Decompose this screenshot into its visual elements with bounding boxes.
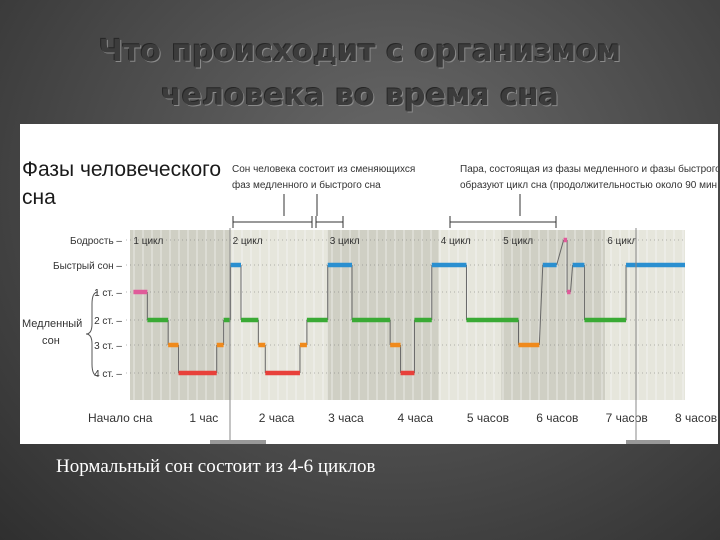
time-label: 1 час [189,411,218,425]
phase-connector [570,264,574,293]
slow-sleep-label-line1: Медленный [22,318,82,330]
background-bands [130,230,685,400]
level-label-wake: Бодрость – [70,236,122,247]
time-label: 3 часа [328,411,364,425]
time-label: 8 часов [675,411,717,425]
cycle-band [605,230,685,400]
cycle-label: 3 цикл [330,236,360,247]
slow-sleep-label-line2: сон [42,335,60,347]
time-label: 7 часов [606,411,648,425]
cycle-label: 2 цикл [233,236,263,247]
slide-title-line2: человека во время сна [161,78,559,113]
level-label-rem: Быстрый сон – [53,261,122,272]
phase-connectors [146,239,627,373]
time-label: 5 часов [467,411,509,425]
sleep-phases-svg: Бодрость – Быстрый сон – 1 ст. – 2 ст. – 3 с… [22,158,718,444]
slow-sleep-brace [85,291,99,377]
cycle-label: 5 цикл [503,236,533,247]
annotation-right-line2: образуют цикл сна (продолжительностью ок… [460,179,718,191]
bracket-phases [232,194,344,228]
annotation-left-line2: фаз медленного и быстрого сна [232,179,381,191]
level-label-s1: 1 ст. – [94,288,122,299]
time-label: Начало сна [88,411,153,425]
cycle-label: 6 цикл [607,236,637,247]
annotation-right-line1: Пара, состоящая из фазы медленного и фаз… [460,163,718,175]
cycle-label: 4 цикл [441,236,471,247]
phase-segments [133,237,685,376]
slide-title: Что происходит с организмом человека во … [40,30,680,118]
annotation-left-line1: Сон человека состоит из сменяющихся [232,164,415,175]
bottom-marker-right [626,440,670,444]
cycle-band [327,230,439,400]
time-label: 6 часов [536,411,578,425]
sleep-phases-diagram: Бодрость – Быстрый сон – 1 ст. – 2 ст. – 3 с… [20,124,718,444]
phase-connector [538,264,544,346]
bracket-cycle [449,194,557,228]
level-label-s3: 3 ст. – [94,341,122,352]
slide-title-line1: Что происходит с организмом [98,34,622,69]
cycle-band [501,230,606,400]
diagram-heading-line1: Фазы человеческого [22,158,221,181]
level-label-s4: 4 ст. – [94,369,122,380]
time-label: 2 часа [259,411,295,425]
level-label-s2: 2 ст. – [94,316,122,327]
cycle-label: 1 цикл [133,236,163,247]
cycle-band [438,230,502,400]
background-stripes [133,230,684,400]
diagram-labels: Бодрость – Быстрый сон – 1 ст. – 2 ст. – 3 с… [53,236,717,425]
time-label: 4 часа [398,411,434,425]
bottom-marker-left [210,440,266,444]
diagram-heading-line2: сна [22,186,56,209]
phase-connector [556,239,565,266]
caption: Нормальный сон состоит из 4-6 циклов [56,456,376,477]
